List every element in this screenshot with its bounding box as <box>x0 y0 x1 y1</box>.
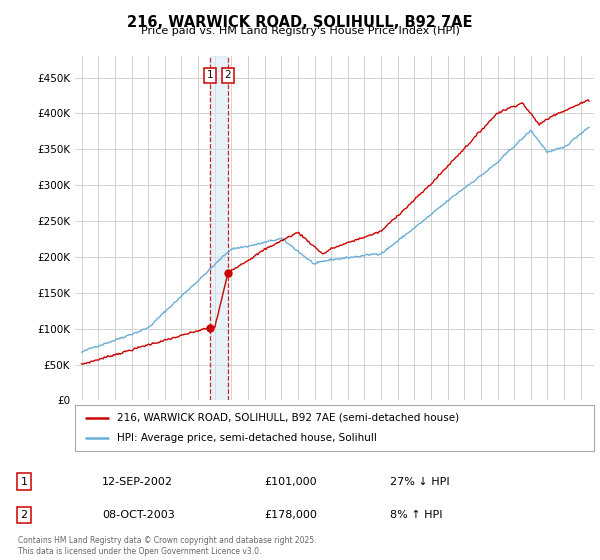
Text: Contains HM Land Registry data © Crown copyright and database right 2025.
This d: Contains HM Land Registry data © Crown c… <box>18 536 317 556</box>
Text: 27% ↓ HPI: 27% ↓ HPI <box>390 477 449 487</box>
Text: 08-OCT-2003: 08-OCT-2003 <box>102 510 175 520</box>
Text: HPI: Average price, semi-detached house, Solihull: HPI: Average price, semi-detached house,… <box>116 433 376 443</box>
Text: 2: 2 <box>225 71 232 81</box>
Text: 12-SEP-2002: 12-SEP-2002 <box>102 477 173 487</box>
Text: 8% ↑ HPI: 8% ↑ HPI <box>390 510 443 520</box>
Bar <box>210 56 228 400</box>
Text: Price paid vs. HM Land Registry's House Price Index (HPI): Price paid vs. HM Land Registry's House … <box>140 26 460 36</box>
Text: 216, WARWICK ROAD, SOLIHULL, B92 7AE (semi-detached house): 216, WARWICK ROAD, SOLIHULL, B92 7AE (se… <box>116 413 458 423</box>
Text: 2: 2 <box>20 510 28 520</box>
Text: £178,000: £178,000 <box>264 510 317 520</box>
Text: 1: 1 <box>20 477 28 487</box>
Text: 1: 1 <box>206 71 213 81</box>
Text: 216, WARWICK ROAD, SOLIHULL, B92 7AE: 216, WARWICK ROAD, SOLIHULL, B92 7AE <box>127 15 473 30</box>
Text: £101,000: £101,000 <box>264 477 317 487</box>
